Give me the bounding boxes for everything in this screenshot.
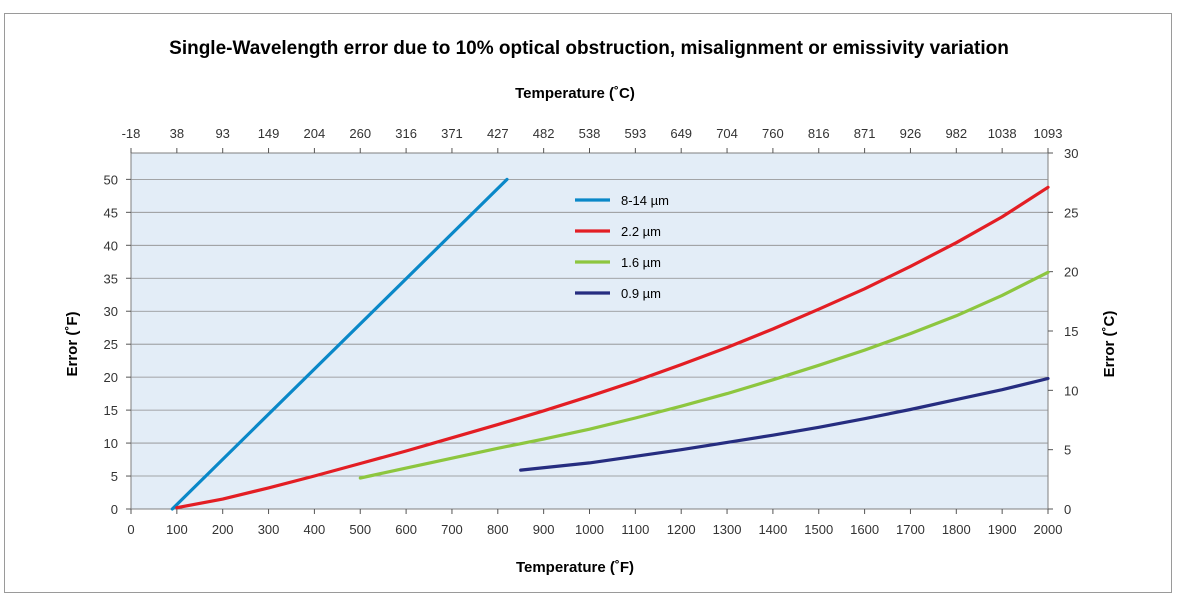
bottom-x-tick-label: 500 — [349, 522, 371, 537]
chart-svg: Single-Wavelength error due to 10% optic… — [64, 38, 1118, 576]
left-y-tick-label: 45 — [104, 205, 118, 220]
bottom-x-tick-label: 1900 — [988, 522, 1017, 537]
top-x-tick-label: 593 — [624, 126, 646, 141]
top-x-tick-label: 649 — [670, 126, 692, 141]
plot-area — [130, 152, 1049, 510]
top-x-tick-label: 371 — [441, 126, 463, 141]
grid-lines — [131, 178, 1048, 477]
bottom-x-tick-label: 300 — [258, 522, 280, 537]
legend: 8-14 µm 2.2 µm 1.6 µm 0.9 µm — [575, 193, 669, 301]
top-x-tick-label: 482 — [533, 126, 555, 141]
chart-title: Single-Wavelength error due to 10% optic… — [169, 38, 1009, 59]
right-y-tick-label: 20 — [1064, 265, 1078, 280]
left-y-axis-title: Error (˚F) — [64, 312, 81, 377]
top-x-tick-label: 204 — [304, 126, 326, 141]
right-y-tick-label: 10 — [1064, 383, 1078, 398]
top-x-tick-label: 93 — [215, 126, 229, 141]
left-y-tick-label: 50 — [104, 172, 118, 187]
bottom-x-tick-label: 400 — [304, 522, 326, 537]
right-y-tick-label: 30 — [1064, 146, 1078, 161]
series-line-3 — [519, 376, 1050, 472]
top-x-tick-label: 816 — [808, 126, 830, 141]
left-y-tick-label: 25 — [104, 337, 118, 352]
left-y-tick-label: 40 — [104, 238, 118, 253]
series-line-1 — [175, 185, 1050, 510]
bottom-x-tick-label: 1800 — [942, 522, 971, 537]
legend-label-0: 8-14 µm — [621, 193, 669, 208]
bottom-x-tick-label: 0 — [127, 522, 134, 537]
bottom-x-tick-label: 800 — [487, 522, 509, 537]
bottom-x-tick-label: 1200 — [667, 522, 696, 537]
right-y-axis-title: Error (˚C) — [1101, 311, 1118, 378]
top-x-axis-title: Temperature (˚C) — [515, 85, 635, 102]
top-x-tick-label: -18 — [122, 126, 141, 141]
bottom-x-tick-label: 1500 — [804, 522, 833, 537]
top-x-tick-label: 704 — [716, 126, 738, 141]
series-line-0 — [170, 177, 509, 511]
bottom-x-tick-label: 700 — [441, 522, 463, 537]
right-y-tick-label: 5 — [1064, 443, 1071, 458]
left-y-tick-label: 20 — [104, 370, 118, 385]
top-x-tick-label: 316 — [395, 126, 417, 141]
left-y-tick-label: 10 — [104, 436, 118, 451]
top-x-tick-label: 149 — [258, 126, 280, 141]
legend-label-2: 1.6 µm — [621, 255, 661, 270]
left-y-tick-label: 15 — [104, 403, 118, 418]
bottom-x-tick-label: 900 — [533, 522, 555, 537]
top-x-tick-label: 538 — [579, 126, 601, 141]
bottom-x-tick-label: 1700 — [896, 522, 925, 537]
bottom-x-tick-label: 1300 — [713, 522, 742, 537]
bottom-x-tick-label: 200 — [212, 522, 234, 537]
bottom-x-tick-label: 100 — [166, 522, 188, 537]
legend-label-1: 2.2 µm — [621, 224, 661, 239]
bottom-x-tick-label: 2000 — [1034, 522, 1063, 537]
right-y-tick-label: 0 — [1064, 502, 1071, 517]
bottom-x-axis-title: Temperature (˚F) — [516, 559, 634, 576]
top-x-tick-label: 427 — [487, 126, 509, 141]
right-y-tick-label: 25 — [1064, 205, 1078, 220]
left-y-tick-label: 5 — [111, 469, 118, 484]
series-lines — [170, 177, 1050, 511]
bottom-x-tick-label: 1100 — [621, 522, 649, 537]
chart-frame: Single-Wavelength error due to 10% optic… — [4, 13, 1172, 593]
top-x-tick-label: 982 — [945, 126, 967, 141]
top-x-tick-label: 926 — [900, 126, 922, 141]
series-line-2 — [358, 270, 1050, 480]
top-x-tick-label: 260 — [349, 126, 371, 141]
top-x-tick-label: 1038 — [988, 126, 1017, 141]
bottom-x-tick-label: 1600 — [850, 522, 879, 537]
top-x-tick-label: 760 — [762, 126, 784, 141]
right-y-tick-label: 15 — [1064, 324, 1078, 339]
bottom-x-tick-label: 1400 — [758, 522, 787, 537]
bottom-x-tick-label: 1000 — [575, 522, 604, 537]
left-y-tick-label: 0 — [111, 502, 118, 517]
top-x-tick-label: 38 — [170, 126, 184, 141]
left-y-tick-label: 30 — [104, 304, 118, 319]
top-x-tick-label: 1093 — [1034, 126, 1063, 141]
bottom-x-tick-label: 600 — [395, 522, 417, 537]
top-x-tick-label: 871 — [854, 126, 876, 141]
left-y-tick-label: 35 — [104, 271, 118, 286]
legend-label-3: 0.9 µm — [621, 286, 661, 301]
